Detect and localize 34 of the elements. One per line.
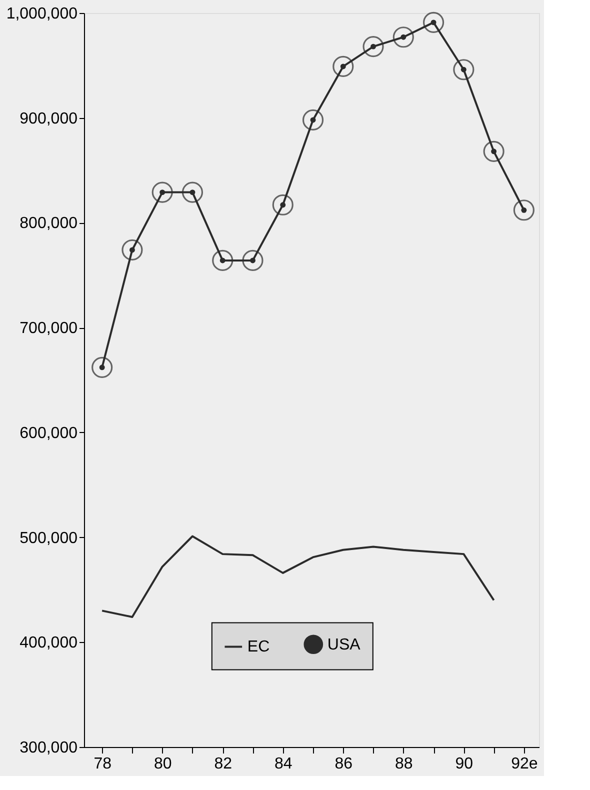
y-tick-label: 1,000,000	[6, 6, 78, 22]
point	[182, 182, 204, 203]
point	[453, 59, 474, 80]
x-tick-label: 82	[214, 756, 232, 772]
point	[332, 56, 354, 78]
x-tick-label: 92e	[511, 756, 538, 772]
x-tick-label: 78	[94, 756, 112, 772]
y-tick-label: 700,000	[20, 320, 78, 338]
line-series	[101, 535, 495, 618]
y-tick-label: 600,000	[20, 424, 78, 442]
point	[272, 194, 294, 216]
point	[513, 200, 534, 221]
y-tick-label: 500,000	[20, 530, 78, 547]
point	[422, 12, 444, 33]
legend-label: USA	[327, 636, 361, 654]
point	[122, 239, 143, 261]
x-tick-label: 80	[154, 756, 172, 772]
y-tick-label: 300,000	[20, 740, 78, 756]
legend-label: EC	[247, 638, 270, 656]
point	[212, 250, 234, 271]
point	[152, 182, 173, 203]
y-tick-label: 900,000	[20, 110, 78, 128]
point	[92, 356, 113, 378]
x-tick-label: 88	[395, 756, 413, 772]
point	[242, 250, 264, 271]
point	[302, 109, 324, 130]
y-tick-label: 800,000	[20, 215, 78, 232]
x-tick-label: 86	[334, 756, 353, 772]
x-tick-label: 90	[455, 756, 474, 772]
y-tick-label: 400,000	[20, 634, 78, 652]
point	[362, 36, 384, 58]
point	[483, 140, 504, 162]
point	[392, 26, 414, 48]
x-tick-label: 84	[274, 756, 292, 772]
